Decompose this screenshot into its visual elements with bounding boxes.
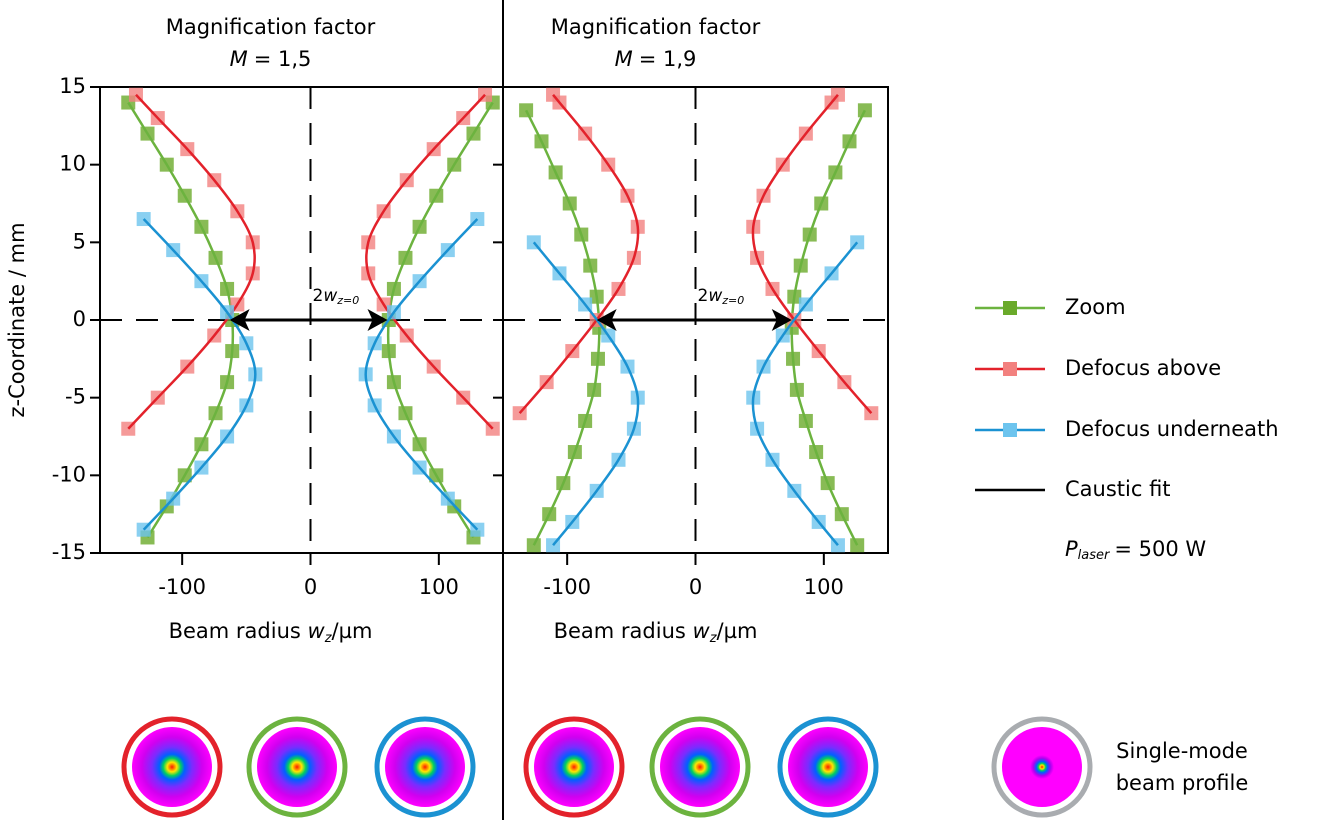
- waist-var: w: [708, 286, 722, 306]
- legend-label: Defocus underneath: [1065, 417, 1279, 441]
- power-symbol: P: [1065, 537, 1078, 561]
- chart-subtitle: M= 1,9: [615, 47, 697, 71]
- x-tick-label: -100: [158, 575, 206, 599]
- profile-label: Single-mode: [1116, 739, 1248, 763]
- x-label-unit: /µm: [332, 619, 373, 643]
- legend-marker: [1003, 423, 1017, 437]
- x-label-var: w: [308, 619, 326, 643]
- y-tick-label: -5: [65, 385, 86, 409]
- x-label-text: Beam radius: [554, 619, 693, 643]
- subtitle-text: = 1,9: [639, 47, 697, 71]
- y-tick-label: -15: [52, 540, 86, 564]
- waist-num: 2: [698, 286, 709, 306]
- chart-title: Magnification factor: [551, 15, 761, 39]
- power-note: Plaser= 500 W: [1065, 537, 1206, 563]
- legend-marker: [1003, 301, 1017, 315]
- figure: Single-mode beam profile Magnification f…: [0, 0, 1322, 820]
- waist-var: w: [323, 286, 337, 306]
- x-tick-label: 100: [419, 575, 459, 599]
- subtitle-var: M: [230, 47, 248, 71]
- y-tick-label: 15: [59, 74, 86, 98]
- power-text: = 500 W: [1114, 537, 1206, 561]
- subtitle-var: M: [615, 47, 633, 71]
- legend-label: Caustic fit: [1065, 477, 1171, 501]
- x-axis-label: Beam radius wz/µm: [169, 619, 373, 646]
- waist-num: 2: [313, 286, 324, 306]
- x-tick-label: 100: [804, 575, 844, 599]
- waist-sub: z=0: [721, 294, 744, 307]
- x-label-text: Beam radius: [169, 619, 308, 643]
- data-point: [519, 103, 533, 117]
- y-tick-label: 5: [73, 229, 86, 253]
- waist-sub: z=0: [336, 294, 359, 307]
- x-label-var: w: [693, 619, 711, 643]
- y-tick-label: -10: [52, 462, 86, 486]
- x-tick-label: 0: [689, 575, 702, 599]
- legend-label: Defocus above: [1065, 356, 1221, 380]
- chart-subtitle: M= 1,5: [230, 47, 312, 71]
- y-tick-label: 0: [73, 307, 86, 331]
- legend-marker: [1003, 362, 1017, 376]
- waist-label: 2wz=0: [698, 286, 745, 307]
- beam-profiles: [124, 719, 1090, 815]
- x-axis-label: Beam radius wz/µm: [554, 619, 758, 646]
- power-sub: laser: [1078, 548, 1111, 563]
- x-tick-label: -100: [543, 575, 591, 599]
- y-tick-label: 10: [59, 152, 86, 176]
- x-tick-label: 0: [304, 575, 317, 599]
- data-point: [858, 103, 872, 117]
- profile-label: beam profile: [1116, 771, 1249, 795]
- y-axis-label: z-Coordinate / mm: [5, 222, 29, 417]
- chart-title: Magnification factor: [166, 15, 376, 39]
- waist-label: 2wz=0: [313, 286, 360, 307]
- subtitle-text: = 1,5: [254, 47, 312, 71]
- x-label-unit: /µm: [717, 619, 758, 643]
- legend-label: Zoom: [1065, 295, 1126, 319]
